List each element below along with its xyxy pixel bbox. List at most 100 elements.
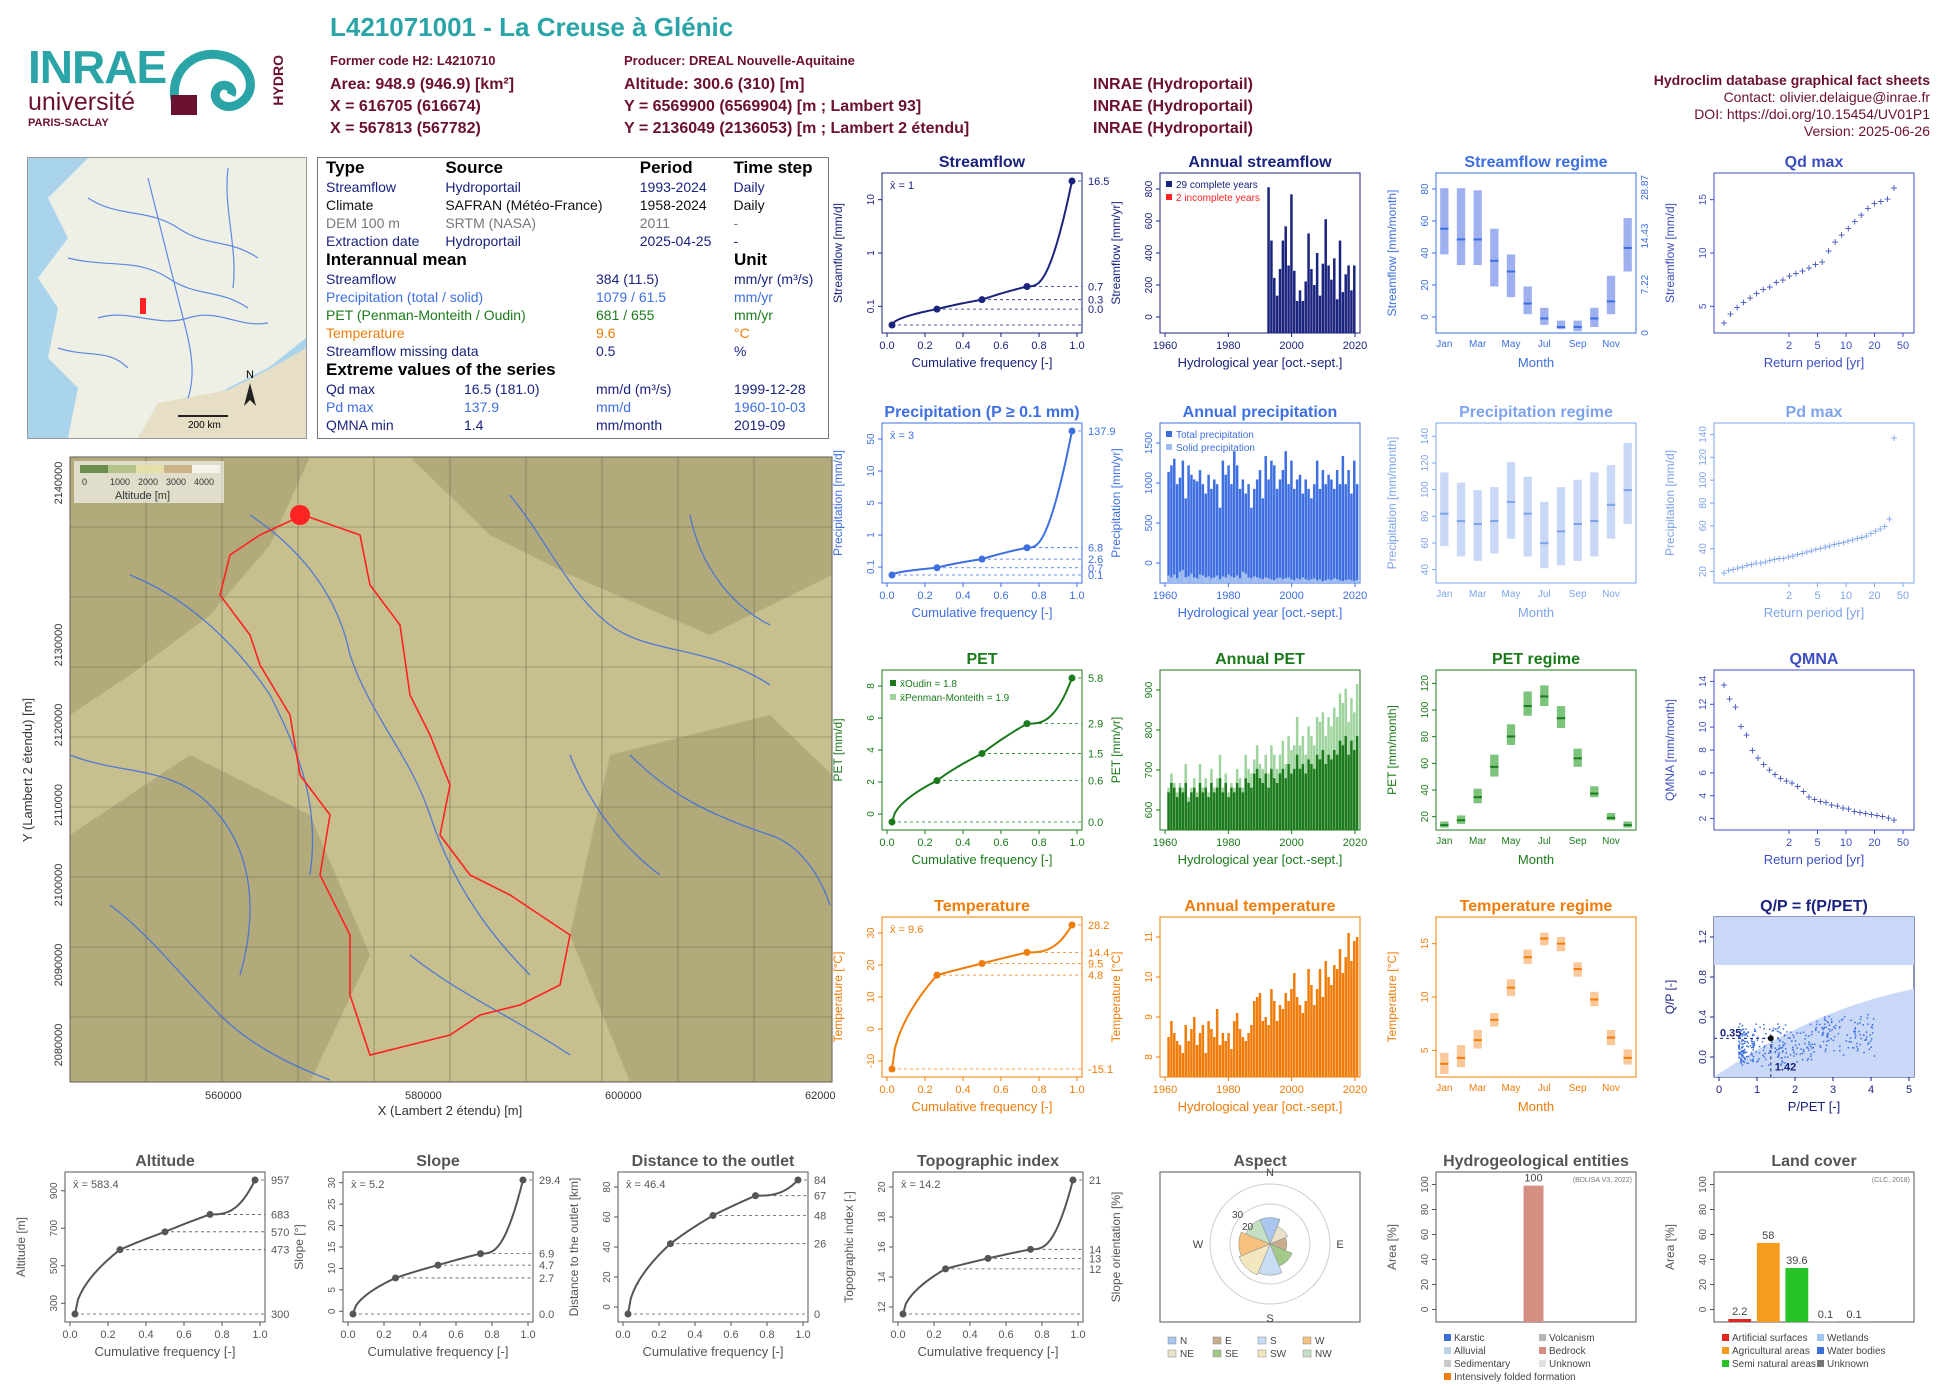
- qp-point: [1741, 1035, 1743, 1037]
- qp-point: [1849, 1037, 1852, 1039]
- return-period-point: +: [1734, 561, 1741, 575]
- month-tick-label: Nov: [1602, 836, 1620, 847]
- annual-bar: [1247, 577, 1250, 583]
- doi-link[interactable]: DOI: https://doi.org/10.15454/UV01P1: [1694, 106, 1930, 122]
- th-extreme: Extreme values of the series: [326, 360, 556, 379]
- legend-swatch: [890, 694, 896, 700]
- annual-bar: [1330, 759, 1333, 830]
- x-tick-label: 2: [1786, 590, 1792, 602]
- y-tick-label: 40: [1698, 1254, 1709, 1266]
- y-tick-label: 10: [866, 991, 877, 1003]
- x-tick-label: 0.4: [955, 1084, 970, 1096]
- qp-point: [1870, 1026, 1873, 1028]
- cell: 137.9: [464, 399, 500, 415]
- y-tick-label: 12: [1698, 698, 1709, 710]
- y-tick-label: 80: [1698, 1204, 1709, 1216]
- annual-bar: [1261, 1021, 1265, 1077]
- plot-frame: [1435, 916, 1637, 1078]
- producer: Producer: DREAL Nouvelle-Aquitaine: [624, 53, 855, 68]
- x-tick-label: 2020: [1343, 340, 1367, 352]
- x-tick-label: 5: [1814, 340, 1820, 352]
- y-tick-label: 0: [866, 1026, 877, 1032]
- qp-point: [1743, 1050, 1745, 1053]
- cdf-line: [891, 430, 1073, 576]
- return-period-point: +: [1890, 431, 1897, 445]
- return-period-point: +: [1819, 255, 1826, 269]
- return-period-point: +: [1773, 276, 1780, 290]
- chart-hydrogeology: Hydrogeological entities Area [%] 0 20 40 60 8…: [1385, 1153, 1637, 1383]
- cell: DEM 100 m: [326, 215, 400, 231]
- contact: Contact: olivier.delaigue@inrae.fr: [1723, 89, 1930, 105]
- source-note: (CLC, 2018): [1872, 1177, 1910, 1184]
- rose-direction-label: N: [1266, 1167, 1274, 1179]
- cell: 1.4: [464, 417, 484, 433]
- y-tick-label: 14: [877, 1271, 888, 1283]
- y-l93: Y = 6569900 (6569904) [m ; Lambert 93]: [624, 98, 922, 115]
- annual-bar: [1204, 577, 1207, 583]
- qp-point: [1860, 1016, 1862, 1018]
- y-tick-label: 15: [1698, 194, 1709, 206]
- annual-bar: [1198, 574, 1202, 583]
- qp-point: [1825, 1044, 1828, 1047]
- qp-point: [1793, 1052, 1795, 1054]
- qp-point: [1746, 1045, 1748, 1047]
- qp-point: [1801, 1052, 1804, 1055]
- annual-bar: [1230, 787, 1233, 830]
- qp-point: [1739, 1057, 1742, 1060]
- annual-bar: [1190, 474, 1193, 583]
- qp-point: [1758, 1052, 1761, 1054]
- annual-bar: [1275, 578, 1279, 583]
- chart-temp_regime: Temperature regime Month Temperature [°C] 5…: [1385, 898, 1637, 1114]
- th-source: Source: [445, 158, 503, 177]
- altitude: Altitude: 300.6 (310) [m]: [624, 76, 805, 93]
- annual-bar: [1167, 792, 1170, 830]
- x-tick-label: 0.6: [993, 837, 1008, 849]
- qp-point: [1743, 1042, 1746, 1044]
- annual-bar: [1187, 1041, 1190, 1077]
- cell: 1960-10-03: [734, 399, 806, 415]
- qp-point: [1792, 1034, 1794, 1037]
- y-axis-label: Q/P [-]: [1663, 980, 1677, 1014]
- annual-bar: [1293, 580, 1296, 583]
- qp-point: [1854, 1035, 1857, 1037]
- y-tick-label: 5: [327, 1287, 338, 1293]
- quantile-point: [794, 1176, 802, 1184]
- qp-point: [1838, 1045, 1841, 1048]
- qp-point: [1792, 1049, 1795, 1052]
- month-tick-label: Jan: [1436, 589, 1452, 600]
- return-period-point: +: [1805, 790, 1812, 804]
- qp-point: [1774, 1051, 1777, 1054]
- annual-bar: [1173, 1033, 1176, 1077]
- qp-point: [1763, 1056, 1765, 1058]
- annual-bar: [1244, 1041, 1247, 1077]
- annual-bar: [1287, 265, 1290, 333]
- y-axis-label: Precipitation [mm/d]: [831, 450, 845, 556]
- altitude-legend-label: Altitude [m]: [115, 490, 170, 502]
- y-tick-label: 20: [1420, 811, 1431, 823]
- qp-point: [1775, 1063, 1778, 1065]
- mean-ppet-label: 1.42: [1775, 1061, 1796, 1073]
- annual-bar: [1298, 474, 1302, 583]
- legend-label: Karstic: [1454, 1333, 1485, 1344]
- quantile-point: [161, 1228, 169, 1236]
- qp-point: [1744, 1032, 1747, 1035]
- altitude-legend-tick: 1000: [110, 477, 130, 487]
- annual-bar: [1284, 451, 1287, 583]
- cell: 1079 / 61.5: [596, 289, 667, 305]
- y-tick-label: 30: [866, 927, 877, 939]
- return-period-point: +: [1794, 779, 1801, 793]
- qp-point: [1750, 1059, 1752, 1062]
- cell: SAFRAN (Météo-France): [445, 197, 603, 213]
- annual-bar: [1278, 773, 1282, 830]
- quantile-point: [752, 1192, 759, 1200]
- plot-frame: [342, 1171, 534, 1323]
- qp-point: [1744, 1057, 1746, 1060]
- qp-point: [1794, 1040, 1797, 1042]
- qp-point: [1796, 1047, 1799, 1049]
- qp-point: [1746, 1040, 1748, 1043]
- qp-point: [1738, 1052, 1740, 1054]
- qp-point: [1830, 1018, 1833, 1021]
- y-tick-label: 40: [1420, 1254, 1431, 1266]
- qp-point: [1784, 1042, 1786, 1045]
- month-tick-label: May: [1502, 836, 1521, 847]
